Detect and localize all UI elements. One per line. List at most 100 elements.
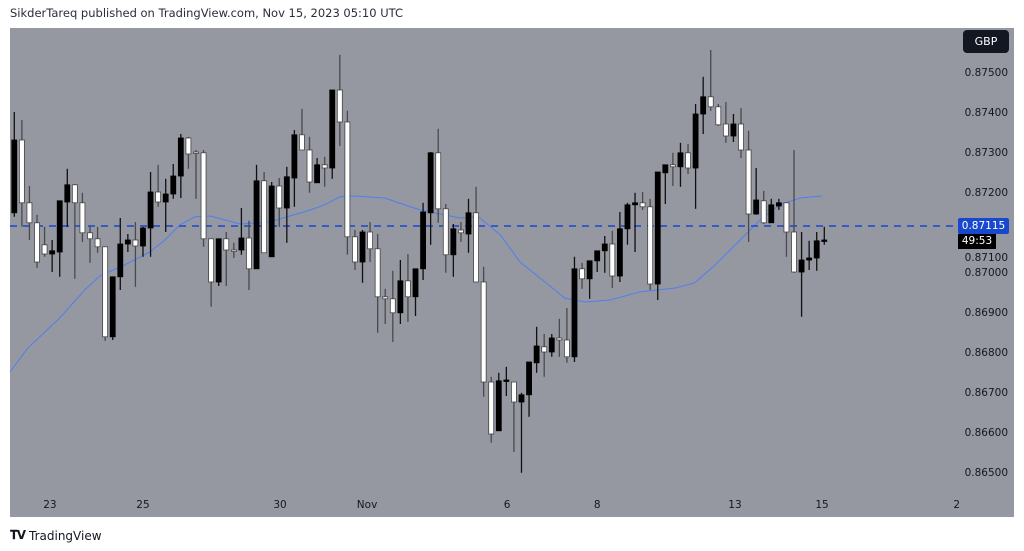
price-tick-label: 0.87500 — [965, 67, 1008, 79]
candle-up — [806, 240, 813, 270]
candle-body — [556, 337, 563, 341]
candle-body — [94, 238, 101, 248]
candle-body — [102, 246, 109, 338]
time-axis[interactable]: 23 25 30 Nov 6 8 13 15 2 — [43, 499, 960, 511]
price-tick-label: 0.87400 — [965, 107, 1008, 119]
candle-up — [768, 198, 775, 224]
candle-down — [321, 156, 328, 187]
candle-up — [420, 202, 426, 280]
candle-body — [177, 137, 184, 177]
candle-body — [488, 381, 495, 435]
candle-body — [238, 237, 245, 251]
candle-up — [450, 224, 457, 277]
candle-body — [541, 346, 548, 353]
candle-down — [200, 150, 207, 247]
candle-body — [473, 212, 479, 283]
candle-body — [427, 152, 434, 214]
currency-button[interactable]: GBP — [963, 30, 1009, 53]
candle-up — [692, 104, 699, 209]
time-tick-label: 15 — [815, 499, 828, 511]
candle-body — [738, 123, 744, 151]
candle-body — [760, 200, 767, 224]
chart-frame[interactable] — [10, 28, 1014, 517]
candle-up — [268, 182, 275, 258]
candle-up — [617, 212, 623, 282]
candle-up — [64, 168, 71, 227]
candle-body — [586, 260, 593, 280]
candle-body — [533, 345, 540, 364]
candle-down — [79, 192, 86, 242]
candle-up — [215, 238, 222, 286]
candle-up — [56, 200, 63, 277]
candle-up — [586, 260, 593, 299]
candle-down — [647, 198, 654, 290]
candle-down — [791, 150, 797, 273]
tradingview-logo-icon: 𝐓V — [10, 528, 26, 542]
candle-body — [768, 204, 775, 224]
candle-down — [511, 381, 517, 452]
candle-down — [541, 334, 548, 377]
candle-body — [253, 180, 260, 270]
candle-body — [268, 185, 275, 258]
time-tick-label: 30 — [273, 499, 286, 511]
candle-down — [352, 230, 358, 270]
moving-average-line — [9, 195, 823, 373]
price-tick-label: 0.86500 — [965, 467, 1008, 479]
candle-down — [306, 136, 313, 193]
candle-down — [389, 270, 396, 342]
publish-header: SikderTareq published on TradingView.com… — [10, 6, 404, 20]
candle-down — [155, 164, 162, 207]
candles — [11, 50, 828, 473]
candle-down — [564, 308, 570, 363]
candle-body — [79, 202, 86, 234]
price-tick-label: 0.86700 — [965, 387, 1008, 399]
candle-body — [56, 200, 63, 253]
candle-body — [193, 151, 199, 154]
candle-up — [548, 334, 555, 357]
candle-body — [283, 176, 290, 209]
candle-body — [594, 250, 601, 262]
candle-down — [639, 192, 646, 210]
price-tick-label: 0.87000 — [965, 267, 1008, 279]
tradingview-logo[interactable]: 𝐓V TradingView — [10, 528, 102, 543]
candle-body — [26, 202, 33, 224]
candle-body — [821, 239, 828, 242]
candle-body — [798, 259, 805, 273]
candle-body — [397, 280, 404, 314]
candle-body — [442, 208, 449, 256]
candle-down — [405, 254, 411, 322]
candle-up — [170, 164, 177, 199]
candle-up — [813, 232, 820, 271]
candle-down — [488, 376, 495, 443]
candle-body — [609, 243, 616, 277]
candle-body — [336, 89, 343, 123]
time-tick-label: 2 — [953, 499, 960, 511]
candle-down — [669, 152, 676, 186]
candle-down — [738, 108, 744, 158]
candle-down — [132, 222, 139, 287]
candle-down — [685, 144, 691, 174]
candle-body — [548, 337, 555, 353]
time-tick-label: 25 — [136, 499, 149, 511]
candle-body — [11, 139, 18, 214]
candle-body — [124, 239, 131, 245]
candle-body — [564, 339, 570, 358]
candle-down — [94, 226, 101, 253]
candle-up — [238, 208, 245, 255]
candle-body — [109, 276, 116, 338]
candle-down — [473, 186, 479, 283]
candle-down — [745, 130, 752, 242]
candle-body — [329, 89, 336, 169]
price-axis[interactable]: 0.87500 0.87400 0.87300 0.87200 0.87100 0.870… — [965, 67, 1008, 479]
candle-down — [261, 172, 268, 254]
price-tick-label: 0.86900 — [965, 307, 1008, 319]
candle-down — [336, 54, 343, 146]
candle-body — [632, 202, 638, 206]
candle-body — [495, 380, 502, 432]
candle-body — [117, 243, 124, 278]
candle-up — [49, 240, 56, 272]
candle-down — [193, 150, 199, 199]
time-tick-label: 23 — [43, 499, 56, 511]
price-tick-label: 0.86800 — [965, 347, 1008, 359]
